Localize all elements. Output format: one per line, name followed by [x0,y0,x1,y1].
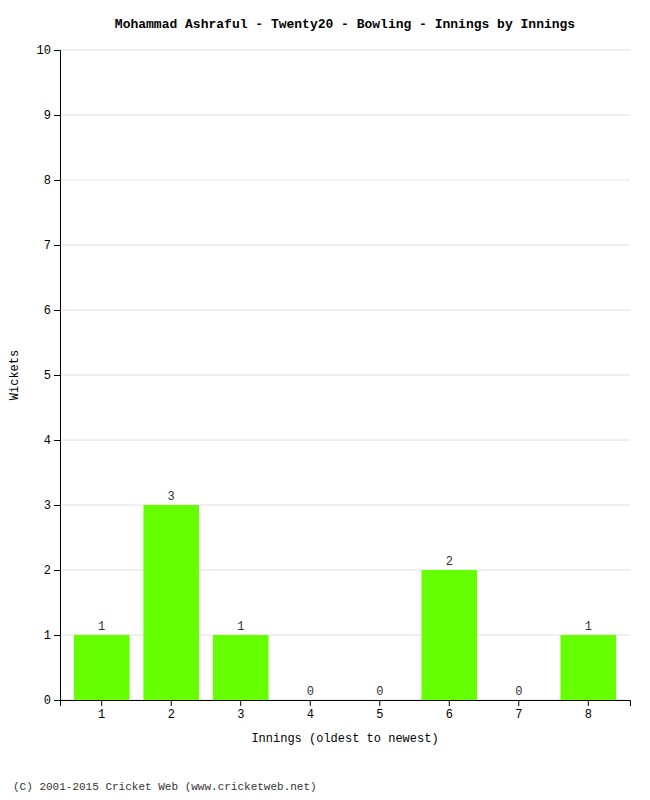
y-axis-title: Wickets [8,350,22,400]
bar [560,635,616,700]
tick-label: 2 [44,564,51,578]
data-labels: 1 3 1 0 0 2 0 1 [98,490,592,699]
tick-mark [54,635,60,636]
tick-label: 7 [515,708,522,722]
grid [60,50,630,700]
data-label: 1 [98,620,105,634]
grid-line [60,180,630,181]
y-tick: 1 [44,629,60,643]
x-tick: 7 [515,700,522,722]
data-label: 0 [376,685,383,699]
y-tick: 7 [44,239,60,253]
x-tick: 5 [376,700,383,722]
x-tick: 3 [237,700,244,722]
tick-mark [449,700,450,706]
tick-label: 4 [307,708,314,722]
tick-mark [54,375,60,376]
bar [143,505,199,700]
y-tick: 8 [44,174,60,188]
bar [491,700,547,701]
y-tick: 2 [44,564,60,578]
tick-label: 10 [37,44,51,58]
axis-domain [61,701,631,707]
tick-label: 1 [44,629,51,643]
y-tick: 10 [37,44,60,58]
tick-mark [54,570,60,571]
tick-mark [101,700,102,706]
tick-mark [379,700,380,706]
tick-label: 7 [44,239,51,253]
grid-line [60,375,630,376]
bar [74,635,130,700]
footer: (C) 2001-2015 Cricket Web (www.cricketwe… [13,781,317,793]
tick-mark [171,700,172,706]
plot-area: 1310020112345678012345678910 [37,44,631,721]
bar [213,635,269,700]
chart-svg: 1310020112345678012345678910Mohammad Ash… [0,0,650,800]
tick-mark [54,245,60,246]
grid-line [60,115,630,116]
tick-mark [240,700,241,706]
tick-mark [54,115,60,116]
tick-label: 5 [376,708,383,722]
data-label: 0 [307,685,314,699]
bars [74,505,616,700]
tick-mark [54,310,60,311]
x-tick: 8 [585,700,592,722]
tick-mark [54,440,60,441]
title: Mohammad Ashraful - Twenty20 - Bowling -… [115,17,575,32]
tick-mark [310,700,311,706]
tick-mark [54,180,60,181]
x-tick: 4 [307,700,314,722]
tick-label: 8 [585,708,592,722]
tick-label: 5 [44,369,51,383]
tick-label: 4 [44,434,51,448]
data-label: 1 [237,620,244,634]
tick-mark [54,505,60,506]
bar [421,570,477,700]
tick-mark [588,700,589,706]
y-axis: 0 1 2 3 4 5 6 7 8 9 10 [37,44,61,708]
tick-mark [518,700,519,706]
grid-line [60,50,630,51]
grid-line [60,310,630,311]
x-axis-title: Innings (oldest to newest) [251,732,438,746]
x-tick: 2 [168,700,175,722]
x-axis: 1 2 3 4 5 6 7 8 [61,700,631,722]
grid-line [60,245,630,246]
y-tick: 6 [44,304,60,318]
tick-label: 0 [44,694,51,708]
tick-label: 1 [98,708,105,722]
y-tick: 9 [44,109,60,123]
tick-label: 3 [237,708,244,722]
y-tick: 3 [44,499,60,513]
data-label: 2 [446,555,453,569]
grid-line [60,440,630,441]
tick-label: 6 [44,304,51,318]
tick-label: 2 [168,708,175,722]
tick-label: 8 [44,174,51,188]
tick-label: 3 [44,499,51,513]
x-tick: 6 [446,700,453,722]
bar [352,700,408,701]
tick-label: 9 [44,109,51,123]
data-label: 1 [585,620,592,634]
data-label: 3 [168,490,175,504]
tick-mark [54,700,60,701]
y-tick: 4 [44,434,60,448]
x-tick: 1 [98,700,105,722]
tick-label: 6 [446,708,453,722]
axis-domain [54,51,61,701]
tick-mark [54,50,60,51]
data-label: 0 [515,685,522,699]
bar [282,700,338,701]
y-tick: 5 [44,369,60,383]
y-tick: 0 [44,694,60,708]
